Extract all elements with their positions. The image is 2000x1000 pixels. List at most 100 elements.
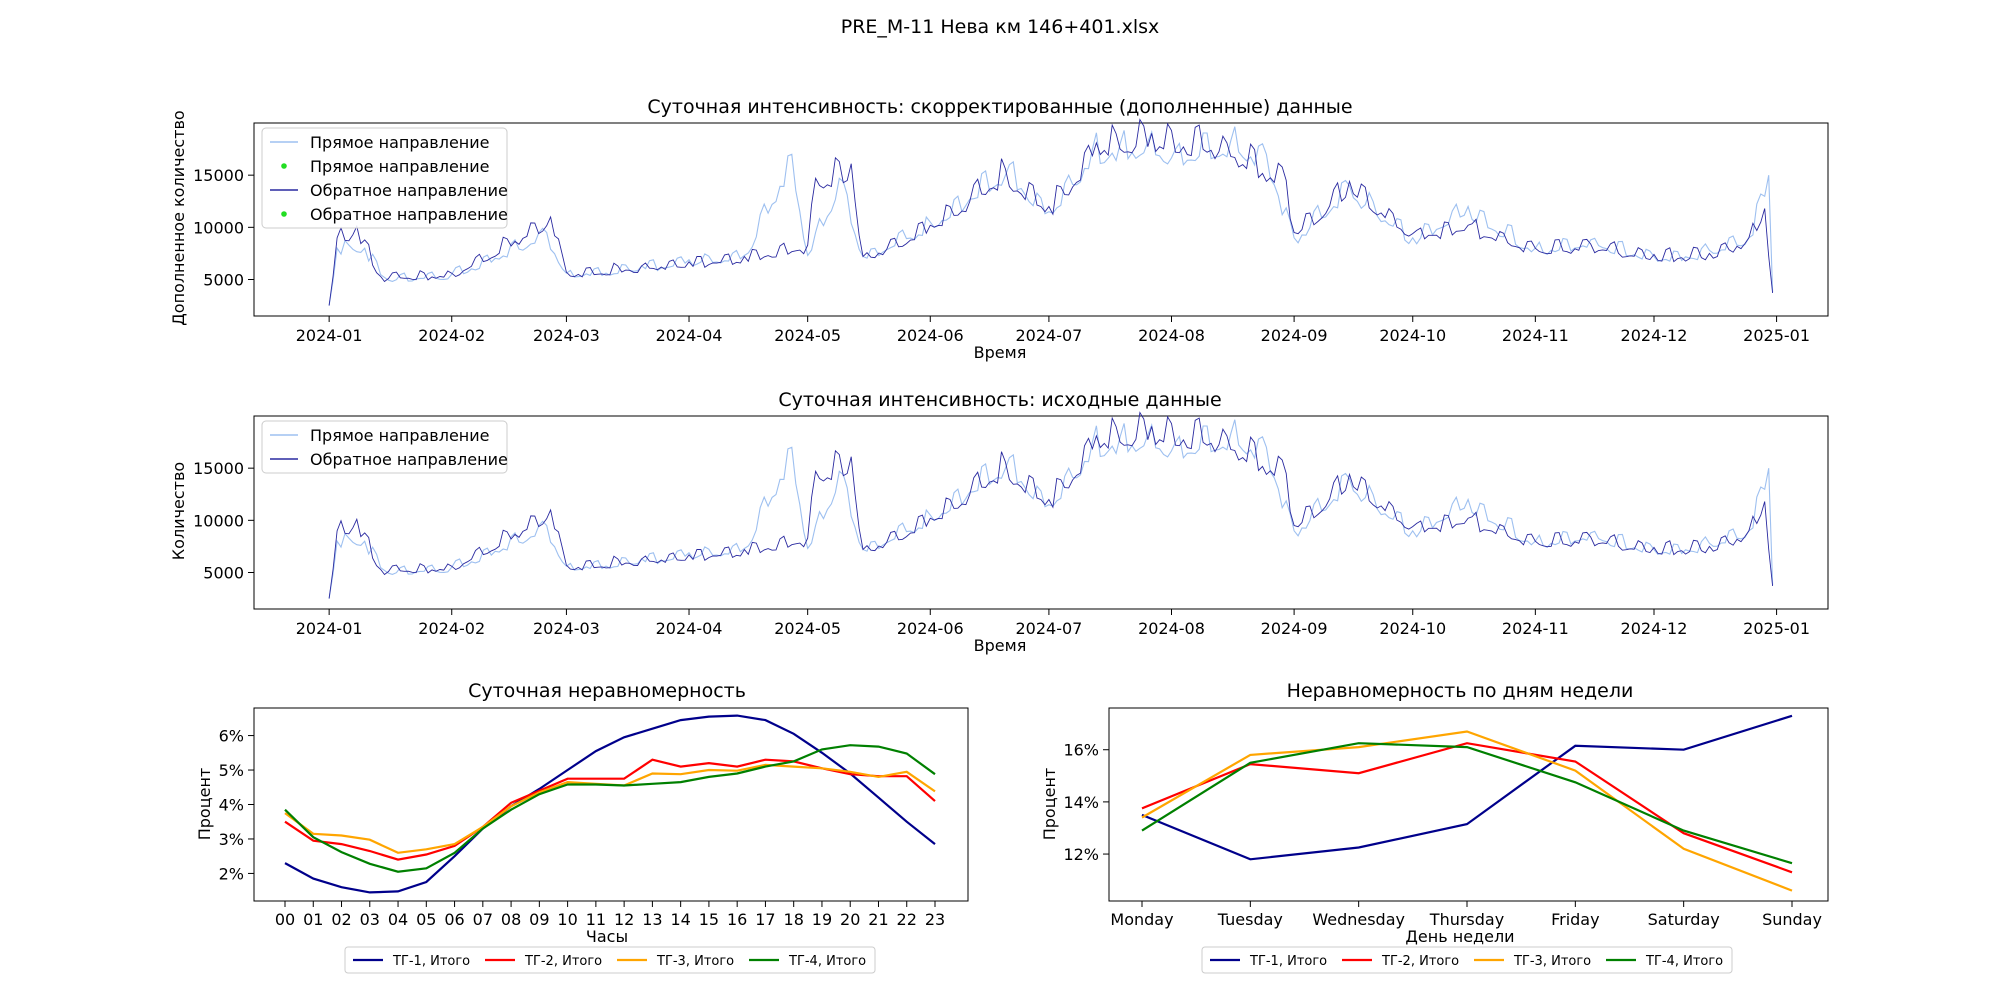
weekday-xtick-label: Monday bbox=[1110, 910, 1173, 929]
panel-weekday-xlabel: День недели bbox=[1405, 927, 1514, 946]
weekday-xtick-label: Sunday bbox=[1762, 910, 1822, 929]
hourly-xtick-label: 21 bbox=[868, 910, 888, 929]
hourly-ytick-label: 5% bbox=[219, 761, 244, 780]
panel-corrected-xlabel: Время bbox=[974, 343, 1027, 362]
hourly-xtick-label: 10 bbox=[557, 910, 577, 929]
raw-xtick-label: 2024-01 bbox=[296, 619, 363, 638]
raw-series-reverse bbox=[328, 411, 1774, 599]
corrected-xtick-label: 2024-09 bbox=[1261, 326, 1328, 345]
legend-marker-reverse bbox=[281, 211, 287, 217]
hourly-legend-label-tg3: ТГ-3, Итого bbox=[656, 954, 734, 969]
hourly-xtick-label: 18 bbox=[784, 910, 804, 929]
weekday-ytick-label: 14% bbox=[1063, 793, 1099, 812]
legend-label-forward-raw: Прямое направление bbox=[310, 426, 490, 445]
panel-weekday-unevenness: Неравномерность по дням недели Monday Tue… bbox=[1040, 680, 1829, 974]
panel-corrected-legend: Прямое направление Прямое направление Об… bbox=[261, 127, 508, 229]
weekday-legend-label-tg2: ТГ-2, Итого bbox=[1381, 954, 1459, 969]
panel-raw-ylabel: Количество bbox=[169, 462, 188, 560]
raw-xtick-label: 2024-05 bbox=[774, 619, 841, 638]
hourly-legend-box bbox=[344, 946, 876, 974]
panel-corrected-title: Суточная интенсивность: скорректированны… bbox=[647, 96, 1352, 118]
hourly-xtick-label: 19 bbox=[812, 910, 832, 929]
panel-raw-legend: Прямое направление Обратное направление bbox=[261, 420, 508, 474]
weekday-legend-label-tg1: ТГ-1, Итого bbox=[1249, 954, 1327, 969]
weekday-xtick-label: Thursday bbox=[1429, 910, 1504, 929]
weekday-legend-label-tg3: ТГ-3, Итого bbox=[1513, 954, 1591, 969]
weekday-xtick-label: Tuesday bbox=[1217, 910, 1283, 929]
hourly-xtick-label: 06 bbox=[444, 910, 464, 929]
corrected-xtick-label: 2024-12 bbox=[1621, 326, 1688, 345]
corrected-frame bbox=[253, 122, 1829, 317]
hourly-ytick-label: 6% bbox=[219, 727, 244, 746]
corrected-xtick-label: 2024-07 bbox=[1015, 326, 1082, 345]
raw-xtick-label: 2024-03 bbox=[533, 619, 600, 638]
panel-raw-xlabel: Время bbox=[974, 636, 1027, 655]
weekday-legend-label-tg4: ТГ-4, Итого bbox=[1645, 954, 1723, 969]
panel-weekday-title: Неравномерность по дням недели bbox=[1287, 680, 1634, 702]
hourly-xtick-label: 05 bbox=[416, 910, 436, 929]
legend-marker-forward bbox=[281, 163, 287, 169]
hourly-xtick-label: 17 bbox=[755, 910, 775, 929]
weekday-xtick-label: Wednesday bbox=[1312, 910, 1405, 929]
corrected-xtick-label: 2024-05 bbox=[774, 326, 841, 345]
hourly-xtick-label: 15 bbox=[699, 910, 719, 929]
raw-frame bbox=[253, 415, 1829, 610]
hourly-ytick-label: 4% bbox=[219, 796, 244, 815]
weekday-frame bbox=[1108, 707, 1829, 902]
hourly-ytick-label: 2% bbox=[219, 864, 244, 883]
raw-ytick-label: 5000 bbox=[203, 563, 244, 582]
hourly-frame bbox=[253, 707, 969, 902]
corrected-xtick-label: 2025-01 bbox=[1743, 326, 1810, 345]
legend-label-forward-marker: Прямое направление bbox=[310, 157, 490, 176]
weekday-series-tg3 bbox=[1141, 730, 1793, 892]
hourly-xtick-label: 23 bbox=[925, 910, 945, 929]
corrected-xtick-label: 2024-10 bbox=[1379, 326, 1446, 345]
weekday-series-tg1 bbox=[1141, 714, 1793, 861]
corrected-xtick-label: 2024-06 bbox=[897, 326, 964, 345]
corrected-xtick-label: 2024-01 bbox=[296, 326, 363, 345]
weekday-legend-box bbox=[1201, 946, 1733, 974]
corrected-xtick-label: 2024-08 bbox=[1138, 326, 1205, 345]
corrected-ytick-label: 10000 bbox=[193, 218, 244, 237]
panel-hourly-unevenness: Суточная неравномерность 00 01 02 03 04 05 06 0… bbox=[195, 680, 969, 974]
legend-label-reverse: Обратное направление bbox=[310, 181, 508, 200]
corrected-xtick-label: 2024-11 bbox=[1502, 326, 1569, 345]
panel-hourly-plot-area: 00 01 02 03 04 05 06 07 08 09 10 11 12 13 14 15 16 17 18 19… bbox=[219, 707, 969, 929]
hourly-legend-label-tg2: ТГ-2, Итого bbox=[524, 954, 602, 969]
hourly-xtick-label: 14 bbox=[670, 910, 690, 929]
weekday-series-tg2 bbox=[1141, 742, 1793, 874]
hourly-xtick-label: 02 bbox=[331, 910, 351, 929]
raw-ytick-label: 15000 bbox=[193, 459, 244, 478]
hourly-xtick-label: 20 bbox=[840, 910, 860, 929]
legend-label-forward: Прямое направление bbox=[310, 133, 490, 152]
hourly-xtick-label: 22 bbox=[897, 910, 917, 929]
weekday-xtick-label: Friday bbox=[1551, 910, 1600, 929]
hourly-legend-label-tg1: ТГ-1, Итого bbox=[392, 954, 470, 969]
raw-xtick-label: 2024-09 bbox=[1261, 619, 1328, 638]
hourly-xtick-label: 12 bbox=[614, 910, 634, 929]
hourly-ytick-label: 3% bbox=[219, 830, 244, 849]
hourly-xtick-label: 03 bbox=[360, 910, 380, 929]
raw-series-forward bbox=[328, 419, 1774, 599]
panel-hourly-legend: ТГ-1, Итого ТГ-2, Итого ТГ-3, Итого ТГ-4, И… bbox=[344, 946, 876, 974]
raw-xtick-label: 2024-11 bbox=[1502, 619, 1569, 638]
corrected-ytick-label: 15000 bbox=[193, 166, 244, 185]
corrected-series-reverse bbox=[328, 118, 1774, 306]
panel-raw-title: Суточная интенсивность: исходные данные bbox=[778, 389, 1221, 411]
hourly-xtick-label: 11 bbox=[586, 910, 606, 929]
raw-xtick-label: 2024-02 bbox=[418, 619, 485, 638]
hourly-xtick-label: 09 bbox=[529, 910, 549, 929]
legend-label-reverse-marker: Обратное направление bbox=[310, 205, 508, 224]
weekday-xtick-label: Saturday bbox=[1648, 910, 1720, 929]
hourly-xtick-label: 08 bbox=[501, 910, 521, 929]
hourly-xtick-label: 16 bbox=[727, 910, 747, 929]
hourly-xtick-label: 13 bbox=[642, 910, 662, 929]
hourly-xtick-label: 01 bbox=[303, 910, 323, 929]
weekday-series-tg4 bbox=[1141, 742, 1793, 865]
hourly-xtick-label: 00 bbox=[275, 910, 295, 929]
hourly-legend-label-tg4: ТГ-4, Итого bbox=[788, 954, 866, 969]
legend-label-reverse-raw: Обратное направление bbox=[310, 450, 508, 469]
hourly-series-tg1 bbox=[284, 714, 936, 894]
raw-xtick-label: 2024-06 bbox=[897, 619, 964, 638]
panel-raw-daily: Суточная интенсивность: исходные данные … bbox=[169, 389, 1829, 655]
